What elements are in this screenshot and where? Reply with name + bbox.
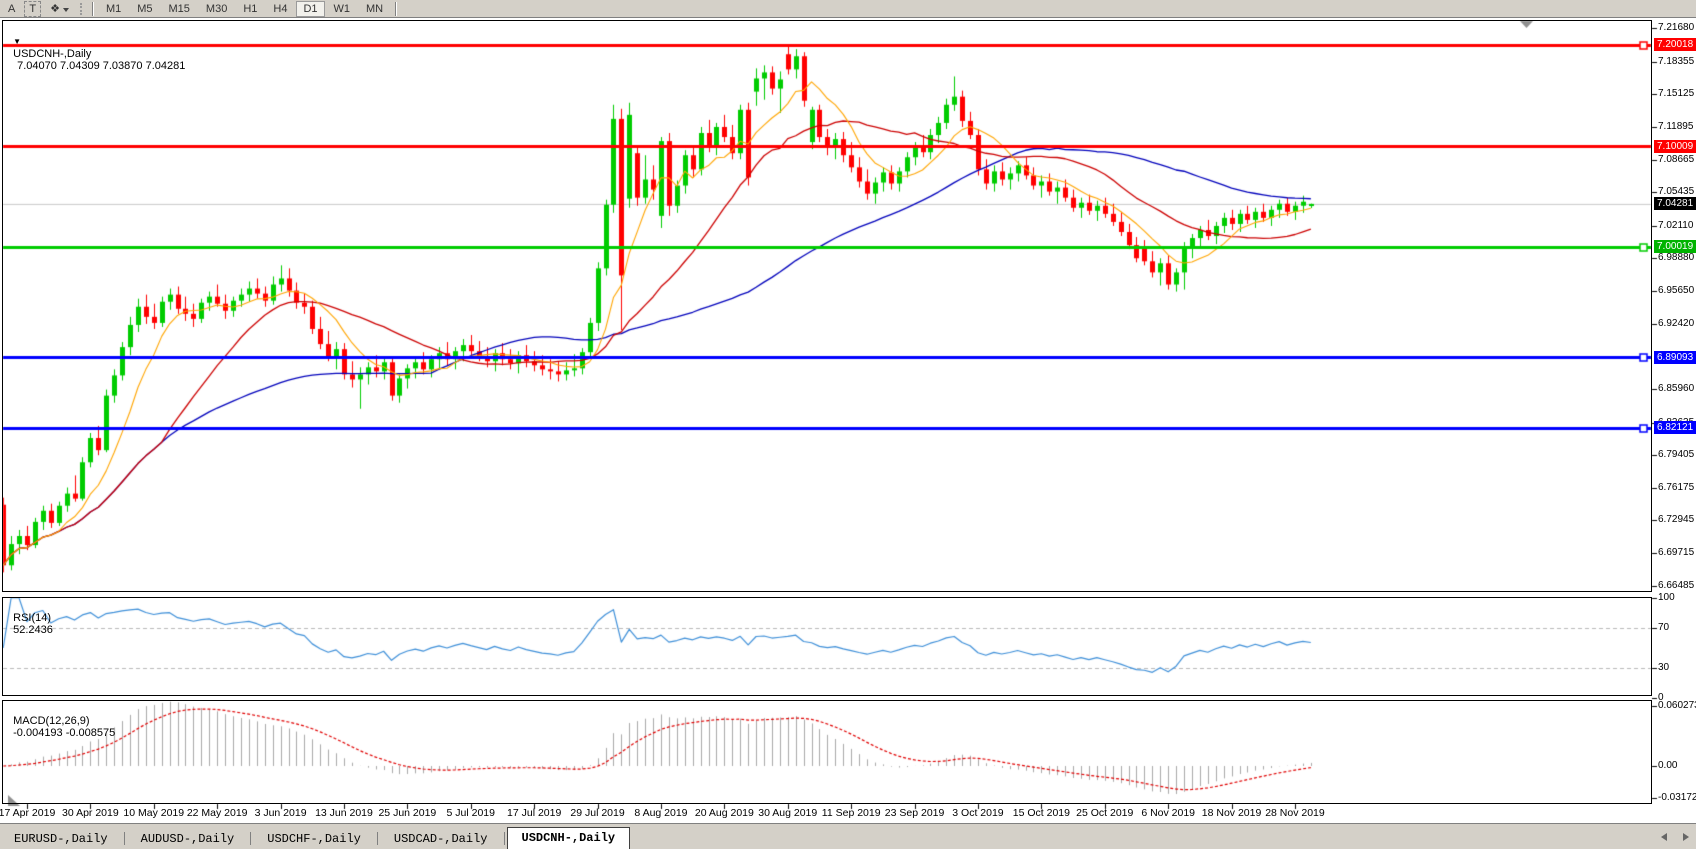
level-badge: 7.20018 xyxy=(1654,38,1696,51)
timeframe-button-h1[interactable]: H1 xyxy=(236,1,264,17)
level-badge: 7.10009 xyxy=(1654,140,1696,153)
level-badge: 6.82121 xyxy=(1654,421,1696,434)
price-tick-label: 6.92420 xyxy=(1658,318,1694,329)
tab-eurusd[interactable]: EURUSD-,Daily xyxy=(0,830,122,849)
macd-panel[interactable] xyxy=(2,700,1652,804)
price-tick-label: 7.21680 xyxy=(1658,22,1694,33)
price-tick-label: 7.11895 xyxy=(1658,121,1693,132)
scroll-right-button[interactable] xyxy=(1679,830,1693,844)
price-tick-label: 7.18355 xyxy=(1658,56,1694,67)
macd-values: -0.004193 -0.008575 xyxy=(13,727,115,739)
rsi-name: RSI(14) xyxy=(13,612,51,624)
arrows-tool-button[interactable]: ❖ xyxy=(43,1,76,17)
tab-separator xyxy=(124,832,125,845)
macd-tick-label: 0.060273 xyxy=(1658,700,1696,711)
timeframe-button-h4[interactable]: H4 xyxy=(266,1,294,17)
left-arrow-icon xyxy=(1661,833,1667,841)
price-tick-label: 6.72945 xyxy=(1658,514,1694,525)
macd-name: MACD(12,26,9) xyxy=(13,715,89,727)
right-arrow-icon xyxy=(1683,833,1689,841)
price-tick-label: 6.95650 xyxy=(1658,285,1694,296)
rsi-tick-label: 70 xyxy=(1658,622,1669,633)
price-tick-label: 6.85960 xyxy=(1658,383,1694,394)
timeframe-button-mn[interactable]: MN xyxy=(359,1,390,17)
toolbar-separator xyxy=(395,2,397,16)
tab-scrollers xyxy=(1657,830,1693,844)
price-tick-label: 7.08665 xyxy=(1658,154,1694,165)
tab-separator xyxy=(250,832,251,845)
rsi-value: 52.2436 xyxy=(13,624,53,636)
tab-usdcad[interactable]: USDCAD-,Daily xyxy=(380,830,502,849)
timeframe-button-m1[interactable]: M1 xyxy=(99,1,128,17)
price-tick-label: 6.66485 xyxy=(1658,580,1694,591)
tab-usdchf[interactable]: USDCHF-,Daily xyxy=(253,830,375,849)
timeframe-button-m15[interactable]: M15 xyxy=(162,1,197,17)
macd-tick-label: 0.00 xyxy=(1658,760,1677,771)
tab-audusd[interactable]: AUDUSD-,Daily xyxy=(127,830,249,849)
toolbar-separator xyxy=(92,2,94,16)
chart-title: ▼ USDCNH-,Daily 7.04070 7.04309 7.03870 … xyxy=(7,24,185,72)
macd-tick-label: -0.031725 xyxy=(1658,792,1696,803)
date-tick-label: 28 Nov 2019 xyxy=(1255,807,1335,819)
scroll-left-button[interactable] xyxy=(1657,830,1671,844)
label-tool-button[interactable]: A xyxy=(1,1,22,17)
tab-separator xyxy=(377,832,378,845)
rsi-tick-label: 30 xyxy=(1658,662,1669,673)
price-tick-label: 6.79405 xyxy=(1658,449,1694,460)
rsi-panel[interactable] xyxy=(2,597,1652,696)
rsi-tick-label: 100 xyxy=(1658,592,1675,603)
level-badge: 6.89093 xyxy=(1654,351,1696,364)
level-badge: 7.00019 xyxy=(1654,240,1696,253)
rsi-label: RSI(14) 52.2436 xyxy=(7,600,53,636)
price-tick-label: 7.05435 xyxy=(1658,186,1694,197)
collapse-arrow-icon[interactable]: ▼ xyxy=(13,37,21,46)
timeframe-button-m30[interactable]: M30 xyxy=(199,1,234,17)
current-price-badge: 7.04281 xyxy=(1654,197,1696,210)
price-tick-label: 6.69715 xyxy=(1658,547,1694,558)
timeframe-button-m5[interactable]: M5 xyxy=(130,1,159,17)
timeframe-button-d1[interactable]: D1 xyxy=(296,1,324,17)
chart-title-symbol: USDCNH-,Daily xyxy=(13,48,91,60)
price-tick-label: 7.15125 xyxy=(1658,88,1694,99)
tab-separator xyxy=(504,832,505,845)
main-chart-panel[interactable] xyxy=(2,20,1652,592)
price-tick-label: 6.76175 xyxy=(1658,482,1694,493)
toolbar-grip xyxy=(80,3,85,15)
price-tick-label: 6.98880 xyxy=(1658,252,1694,263)
chart-title-ohlc: 7.04070 7.04309 7.03870 7.04281 xyxy=(17,60,185,72)
price-tick-label: 7.02110 xyxy=(1658,220,1693,231)
timeframe-button-w1[interactable]: W1 xyxy=(327,1,358,17)
chevron-down-icon xyxy=(63,8,69,12)
text-tool-button[interactable]: T xyxy=(24,1,41,17)
tab-usdcnh[interactable]: USDCNH-,Daily xyxy=(507,827,631,849)
macd-label: MACD(12,26,9) -0.004193 -0.008575 xyxy=(7,703,115,739)
